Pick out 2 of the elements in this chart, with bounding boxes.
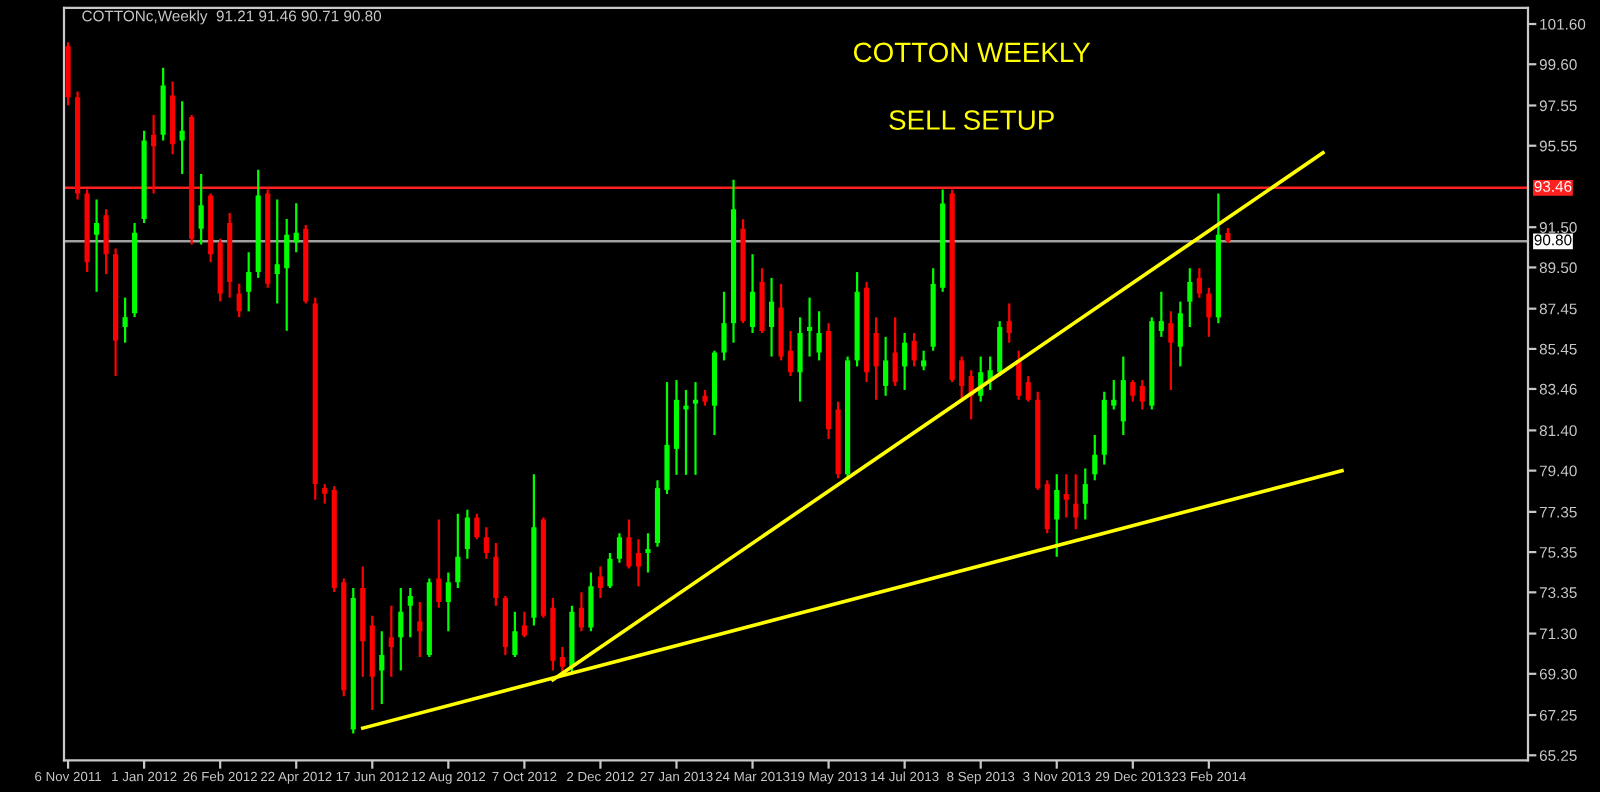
text: COTTON WEEKLY bbox=[853, 42, 1091, 63]
text: SELL SETUP bbox=[889, 110, 1054, 130]
